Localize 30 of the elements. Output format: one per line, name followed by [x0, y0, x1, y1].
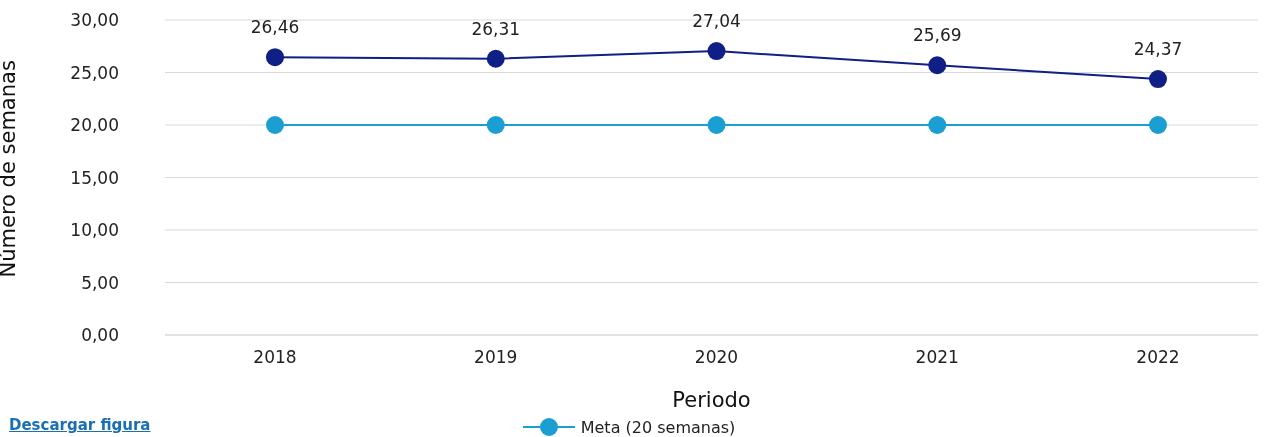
data-label: 25,69 [912, 25, 962, 46]
y-tick-label: 10,00 [70, 220, 119, 241]
y-tick-label: 0,00 [81, 325, 119, 346]
point [928, 116, 947, 134]
data-label: 26,46 [250, 17, 300, 38]
y-tick-label: 5,00 [81, 272, 119, 293]
x-tick-label: 2018 [253, 347, 297, 368]
point [266, 116, 284, 134]
point [266, 48, 284, 67]
point [486, 49, 505, 68]
x-tick-label: 2021 [915, 347, 959, 368]
point [707, 116, 726, 134]
point [707, 42, 726, 61]
x-tick-label: 2019 [474, 347, 518, 368]
data-label: 27,04 [692, 11, 741, 32]
y-tick-label: 15,00 [70, 167, 119, 188]
point [1149, 116, 1167, 134]
y-tick-label: 30,00 [70, 10, 119, 31]
data-label: 24,37 [1133, 39, 1183, 60]
y-tick-label: 20,00 [70, 115, 119, 136]
legend-label: Meta (20 semanas) [579, 417, 736, 437]
x-tick-label: 2022 [1136, 347, 1180, 368]
y-tick-label: 25,00 [70, 62, 119, 83]
data-label: 26,31 [471, 18, 521, 39]
point [1149, 70, 1167, 89]
text: Descargar figura [9, 416, 151, 434]
point [486, 116, 505, 134]
x-tick-label: 2020 [694, 347, 739, 368]
point [928, 56, 947, 75]
x-axis-title: Periodo [672, 388, 751, 412]
